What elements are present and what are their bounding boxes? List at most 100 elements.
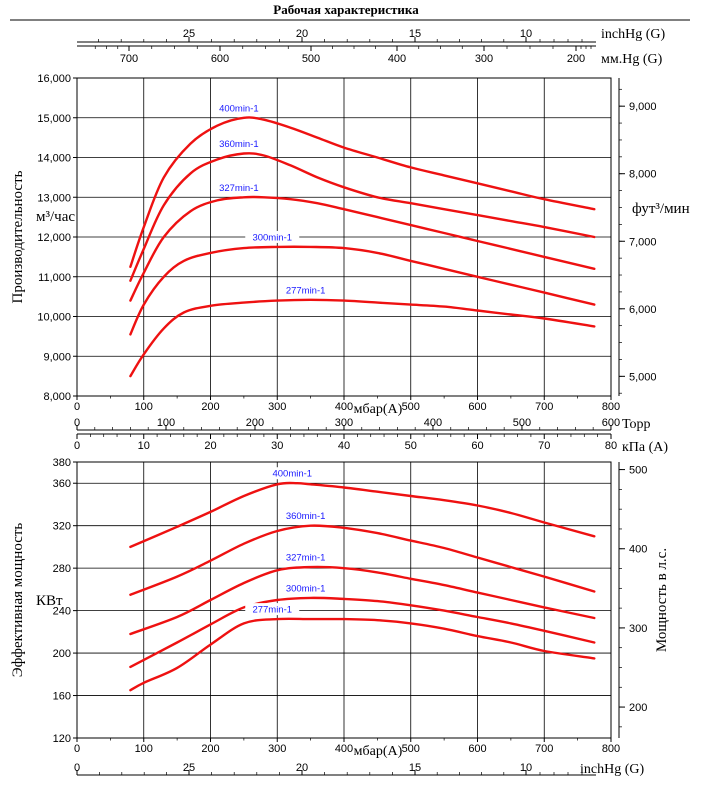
panel1-y-tick-label: 16,000 [37,73,71,85]
panel2-series-line-277min-1 [129,617,596,692]
top-mmhg-tick-label: 300 [475,53,493,65]
panel2-series-line-327min-1 [129,565,596,636]
panel2-y-tick-label: 380 [53,457,71,469]
panel1-series-label: 400min-1 [219,103,259,114]
mid-mbar-tick-label: 600 [468,401,486,413]
bottom-mbar-tick-label: 200 [201,743,219,755]
panel1-series-label-bg [278,283,333,296]
panel2-series-label: 277min-1 [252,605,292,616]
panel2-series-label-bg [278,551,333,564]
panel1-series-line-277min-1 [129,298,596,378]
panel1-y-unit-label: м³/час [36,209,75,225]
top-mmhg-tick-label: 600 [211,53,229,65]
panel2-series-line-400min-1 [129,481,596,549]
mid-torr-tick-label: 200 [246,417,264,429]
mid-mbar-tick-label: 0 [74,401,80,413]
panel2-y2-tick-label: 400 [629,544,647,556]
panel1-y2-tick-label: 5,000 [629,371,657,383]
bottom-inchhg-tick-label: 10 [520,762,532,774]
mid-kpa-tick-label: 0 [74,440,80,452]
panel2-y2-axis-label: Мощность в л.с. [654,548,670,652]
bottom-inchhg-tick-label: 15 [409,762,421,774]
panel2-series-label: 327min-1 [286,553,326,564]
panel2-y-tick-label: 280 [53,563,71,575]
panel1-series-line-360min-1 [129,152,596,282]
top-mmhg-unit: мм.Hg (G) [601,52,663,67]
panel1-y-tick-label: 12,000 [37,232,71,244]
panel2-series-label-bg [265,467,320,480]
panel1-series-label-bg [245,230,300,243]
panel1-series-line-400min-1 [129,116,596,268]
bottom-mbar-tick-label: 500 [402,743,420,755]
mid-mbar-tick-label: 400 [335,401,353,413]
mid-kpa-tick-label: 30 [271,440,283,452]
mid-mbar-tick-label: 100 [135,401,153,413]
panel1-series-line-300min-1 [129,245,596,336]
panel2-series-label-bg [278,581,333,594]
bottom-inchhg-tick-label: 0 [74,762,80,774]
panel1-series-label: 300min-1 [252,232,292,243]
bottom-mbar-tick-label: 600 [468,743,486,755]
top-inchhg-tick-label: 15 [409,28,421,40]
mid-mbar-tick-label: 500 [402,401,420,413]
panel2-series-label: 400min-1 [272,469,312,480]
chart-layer: 25 20 15 10 inchHg (G)700 600 500 400 300 200 мм.H… [10,27,690,777]
panel1-y2-axis-label: фут³/мин [632,201,690,217]
panel2-y-tick-label: 320 [53,521,71,533]
panel1-series-label: 277min-1 [286,285,326,296]
mid-torr-tick-label: 300 [335,417,353,429]
panel2-y2-tick-label: 500 [629,465,647,477]
chart-title: Рабочая характеристика [273,2,419,17]
bottom-mbar-tick-label: 300 [268,743,286,755]
panel2-y2-tick-label: 300 [629,623,647,635]
bottom-mbar-tick-label: 800 [602,743,620,755]
mid-kpa-tick-label: 10 [138,440,150,452]
panel2-y-tick-label: 240 [53,606,71,618]
mid-kpa-tick-label: 80 [605,440,617,452]
mid-torr-tick-label: 400 [424,417,442,429]
mid-kpa-tick-label: 40 [338,440,350,452]
mid-torr-tick-label: 600 [602,417,620,429]
panel1-series-label-bg [211,137,266,150]
mid-mbar-tick-label: 700 [535,401,553,413]
panel1-y-axis-label: Производительность [10,170,26,303]
panel1-y2-tick-label: 7,000 [629,236,657,248]
top-mmhg-tick-label: 700 [120,53,138,65]
mid-mbar-tick-label: 800 [602,401,620,413]
top-mmhg-tick-label: 200 [567,53,585,65]
panel2-y-tick-label: 120 [53,733,71,745]
top-inchhg-unit: inchHg (G) [601,27,665,42]
panel1-y2-tick-label: 9,000 [629,101,657,113]
panel1-y2-tick-label: 6,000 [629,304,657,316]
panel1-y-tick-label: 11,000 [38,272,71,284]
mid-torr-tick-label: 100 [157,417,175,429]
bottom-mbar-tick-label: 100 [135,743,153,755]
mid-kpa-tick-label: 20 [204,440,216,452]
mid-torr-tick-label: 500 [513,417,531,429]
bottom-mbar-unit: мбар(A) [354,744,403,759]
bottom-mbar-tick-label: 700 [535,743,553,755]
mid-torr-unit: Торр [622,417,651,432]
panel2-y-tick-label: 200 [53,648,71,660]
panel2-y2-tick-label: 200 [629,702,647,714]
bottom-mbar-tick-label: 0 [74,743,80,755]
mid-mbar-tick-label: 200 [201,401,219,413]
bottom-inchhg-unit: inchHg (G) [580,762,644,777]
panel2-series-label-bg [245,603,300,616]
panel1-y-tick-label: 14,000 [37,153,71,165]
bottom-mbar-tick-label: 400 [335,743,353,755]
mid-kpa-tick-label: 70 [538,440,550,452]
top-inchhg-tick-label: 25 [183,28,195,40]
mid-kpa-tick-label: 50 [405,440,417,452]
bottom-inchhg-tick-label: 20 [296,762,308,774]
top-inchhg-tick-label: 10 [520,28,532,40]
panel1-series-label-bg [211,181,266,194]
panel1-series-label-bg [211,101,266,114]
top-mmhg-tick-label: 400 [388,53,406,65]
top-mmhg-tick-label: 500 [302,53,320,65]
panel2-y-tick-label: 360 [53,478,71,490]
panel1-y-tick-label: 13,000 [37,192,71,204]
mid-kpa-unit: кПа (A) [622,440,668,455]
panel2-series-line-360min-1 [129,524,596,596]
